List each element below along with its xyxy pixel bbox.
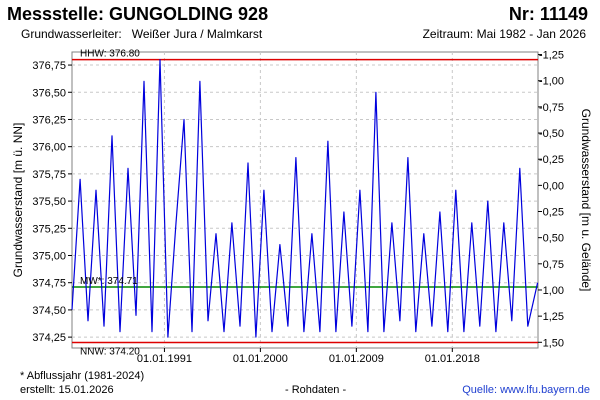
y-right-tick-label: 0,75 [543,259,564,271]
y-tick-label: 374,75 [32,278,66,290]
x-tick-label: 01.01.2000 [233,353,288,365]
y-tick-label: 375,00 [32,251,66,263]
reference-lines [72,58,538,344]
y-right-tick-label: -1,25 [539,50,564,62]
y-tick-label: 375,50 [32,196,66,208]
station-title: Messstelle: GUNGOLDING 928 [7,4,269,24]
y-tick-label: 374,50 [32,305,66,317]
y-tick-label: 376,50 [32,87,66,99]
x-tick-label: 01.01.2018 [425,353,480,365]
x-tick-label: 01.01.2009 [329,353,384,365]
reference-labels: HHW: 376.80 MW*: 374.71 NNW: 374.20 [80,49,140,358]
source-link[interactable]: Quelle: www.lfu.bayern.de [462,384,590,396]
y-tick-label: 375,75 [32,169,66,181]
series-group [71,58,539,338]
reference-label-hhw: HHW: 376.80 [80,49,140,60]
y-tick-label: 376,00 [32,142,66,154]
y-axis-label: Grundwasserstand [m ü. NN] [11,123,25,278]
y-right-tick-label: -0,75 [539,102,564,114]
x-tick-label: 01.01.1991 [137,353,192,365]
y-right-tick-label: 0,00 [543,180,564,192]
y-right-tick-label: -0,25 [539,154,564,166]
series-line-0 [71,58,539,338]
aquifer-value: Weißer Jura / Malmkarst [131,27,263,41]
reference-label-nnw: NNW: 374.20 [80,347,140,358]
y-tick-label: 376,75 [32,60,66,72]
y-right-tick-label: 0,50 [543,233,564,245]
y-tick-label: 376,25 [32,114,66,126]
y-right-tick-label: 1,50 [543,337,564,349]
y-right-tick-label: 0,25 [543,207,564,219]
grid-lines [72,52,538,348]
axes: 374,25 374,50 374,75 375,00 375,25 375,50 375,… [11,50,593,365]
y-right-tick-label: -1,00 [539,76,564,88]
period-label: Zeitraum: Mai 1982 - Jan 2026 [422,27,586,41]
y-tick-label: 375,25 [32,223,66,235]
aquifer-info: Grundwasserleiter: Weißer Jura / Malmkar… [21,27,262,41]
y-right-tick-label: 1,00 [543,285,564,297]
data-status: - Rohdaten - [285,384,347,396]
y-tick-label: 374,25 [32,332,66,344]
y-right-tick-label: -0,50 [539,128,564,140]
footnote: * Abflussjahr (1981-2024) [20,370,145,382]
station-number: Nr: 11149 [508,4,588,24]
created-date: erstellt: 15.01.2026 [20,384,114,396]
reference-label-mw: MW*: 374.71 [80,276,138,287]
y-right-tick-label: 1,25 [543,311,564,323]
plot-area [71,51,539,349]
aquifer-label: Grundwasserleiter: [21,27,122,41]
y-right-axis-label: Grundwasserstand [m u. Gelände] [579,109,593,292]
